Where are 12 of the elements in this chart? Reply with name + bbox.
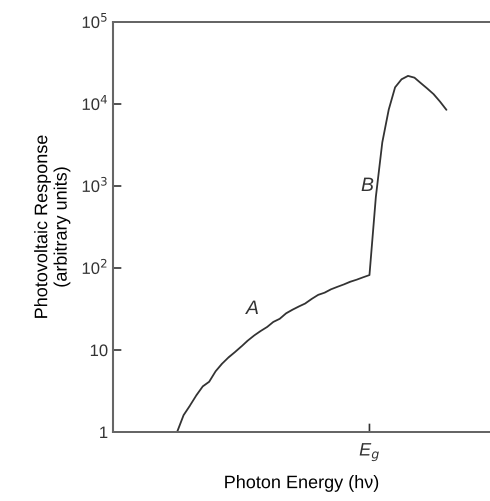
y-tick-label: 10$^{3}$: [82, 176, 107, 192]
annotation: A: [245, 300, 258, 314]
y-axis-title: Photovoltaic Response (arbitrary units): [34, 135, 70, 318]
y-tick-label: 1: [100, 426, 108, 438]
annotation: B: [362, 178, 374, 192]
y-tick-label: 10$^{4}$: [82, 95, 107, 110]
y-tick-label: 10$^{2}$: [82, 258, 106, 274]
y-tick-label: 10: [90, 344, 108, 356]
x-tick-label: E$_{g}$: [360, 443, 379, 462]
y-tick-label: 10$^{5}$: [82, 13, 107, 28]
line-series: [176, 75, 448, 432]
x-axis-title: Photon Energy (hν): [225, 475, 378, 492]
